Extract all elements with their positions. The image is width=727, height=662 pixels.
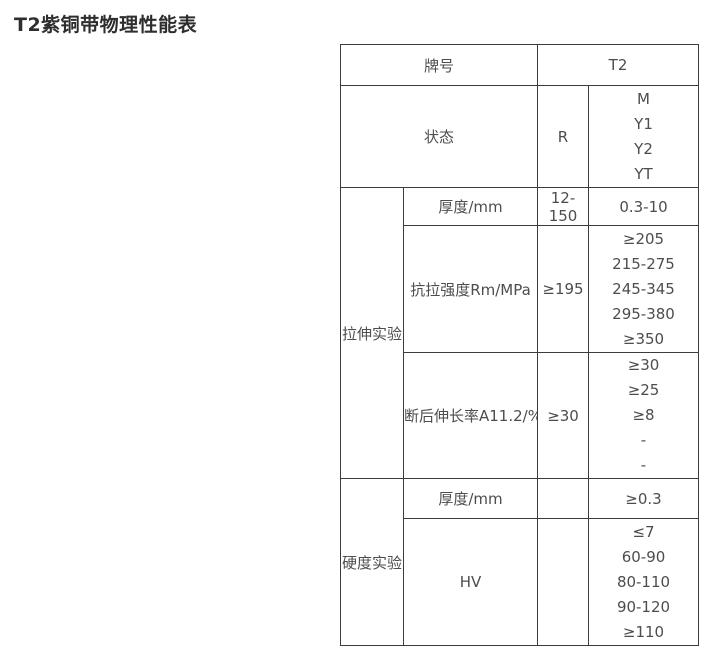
tensile-thickness-hard-cell: 0.3-10 — [588, 187, 700, 226]
elongation-hard-cell: ≥30 ≥25 ≥8 - - — [588, 352, 700, 479]
table-row: HV ≤7 60-90 80-110 90-120 ≥110 — [341, 518, 700, 646]
hardness-section-cell: 硬度实验 — [340, 478, 404, 646]
table-row: 硬度实验 厚度/mm ≥0.3 — [340, 478, 700, 646]
hardness-thickness-hard-cell: ≥0.3 — [588, 478, 700, 519]
strength-hard-cell: ≥205 215-275 245-345 295-380 ≥350 — [588, 225, 700, 353]
hardness-thickness-r-cell — [537, 478, 590, 519]
tensile-thickness-label-cell: 厚度/mm — [402, 187, 539, 226]
table-row: 拉伸实验 厚度/mm 12-150 0.3-10 — [340, 187, 700, 479]
state-hard-cell: M Y1 Y2 YT — [588, 85, 700, 188]
hv-r-cell — [537, 518, 590, 646]
brand-value-cell: T2 — [537, 44, 700, 86]
hv-hard-cell: ≤7 60-90 80-110 90-120 ≥110 — [588, 518, 700, 646]
hv-label-cell: HV — [402, 518, 539, 646]
brand-label-cell: 牌号 — [339, 44, 539, 86]
spec-table: 牌号 T2 状态 R M Y1 Y2 YT 拉伸实验 厚度/mm 12-150 … — [339, 44, 700, 646]
elongation-label-cell: 断后伸长率A11.2/% — [402, 352, 539, 479]
table-row: 状态 R M Y1 Y2 YT — [339, 85, 700, 188]
state-label-cell: 状态 — [339, 85, 539, 188]
table-row: 牌号 T2 — [339, 44, 700, 86]
tensile-thickness-r-cell: 12-150 — [537, 187, 590, 226]
hardness-thickness-label-cell: 厚度/mm — [402, 478, 539, 519]
state-r-cell: R — [537, 85, 590, 188]
strength-label-cell: 抗拉强度Rm/MPa — [402, 225, 539, 353]
table-row: 断后伸长率A11.2/% ≥30 ≥30 ≥25 ≥8 - - — [341, 352, 700, 479]
elongation-r-cell: ≥30 — [537, 352, 590, 479]
tensile-section-cell: 拉伸实验 — [340, 187, 404, 479]
page-title: T2紫铜带物理性能表 — [14, 14, 198, 36]
table-row: 抗拉强度Rm/MPa ≥195 ≥205 215-275 245-345 295… — [341, 225, 700, 353]
strength-r-cell: ≥195 — [537, 225, 590, 353]
